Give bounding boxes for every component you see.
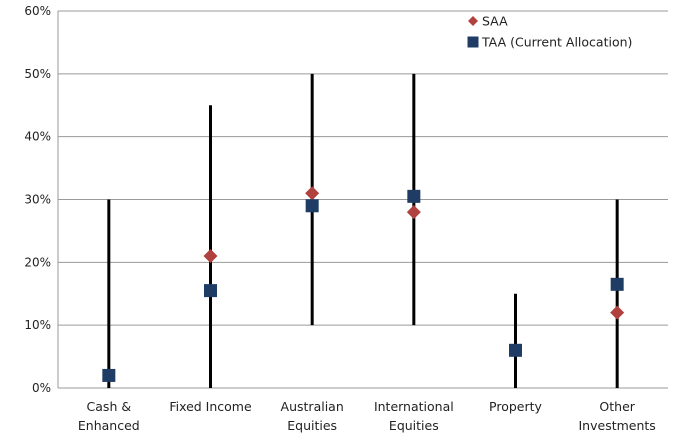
y-tick-label: 50% — [24, 67, 51, 81]
y-tick-label: 20% — [24, 255, 51, 269]
taa-marker — [204, 284, 217, 298]
x-tick-label: Other Investments — [579, 399, 656, 433]
legend-saa-marker — [468, 16, 478, 26]
x-tick-label: International Equities — [374, 399, 454, 433]
y-tick-label: 10% — [24, 318, 51, 332]
taa-marker — [102, 368, 116, 382]
saa-marker — [610, 305, 625, 320]
y-tick-label: 30% — [24, 193, 51, 207]
taa-marker — [305, 199, 319, 213]
saa-marker — [305, 186, 320, 201]
taa-marker — [610, 277, 624, 291]
saa-marker — [406, 205, 421, 220]
x-tick-label: Fixed Income — [169, 399, 252, 414]
legend-label: SAA — [482, 14, 508, 29]
x-tick-labels: Cash & Enhanced Fixed Income Australian Equi… — [78, 399, 656, 433]
range-lines — [107, 73, 619, 388]
x-tick-label: Property — [489, 399, 542, 414]
y-tick-label: 40% — [24, 130, 51, 144]
y-tick-label: 0% — [32, 381, 51, 395]
y-tick-label: 60% — [24, 4, 51, 18]
saa-marker — [203, 249, 218, 264]
x-tick-label: Australian Equities — [281, 399, 344, 433]
legend: SAA TAA (Current Allocation) — [467, 14, 632, 50]
x-tick-label: Cash & Enhanced — [78, 399, 140, 433]
grid-layer — [57, 10, 668, 389]
markers — [102, 186, 625, 382]
taa-marker — [509, 343, 522, 357]
taa-marker — [407, 189, 421, 203]
y-tick-labels: 0% 10% 20% 30% 40% 50% 60% — [24, 4, 51, 395]
legend-taa-marker — [467, 36, 479, 48]
legend-label: TAA (Current Allocation) — [481, 35, 632, 50]
